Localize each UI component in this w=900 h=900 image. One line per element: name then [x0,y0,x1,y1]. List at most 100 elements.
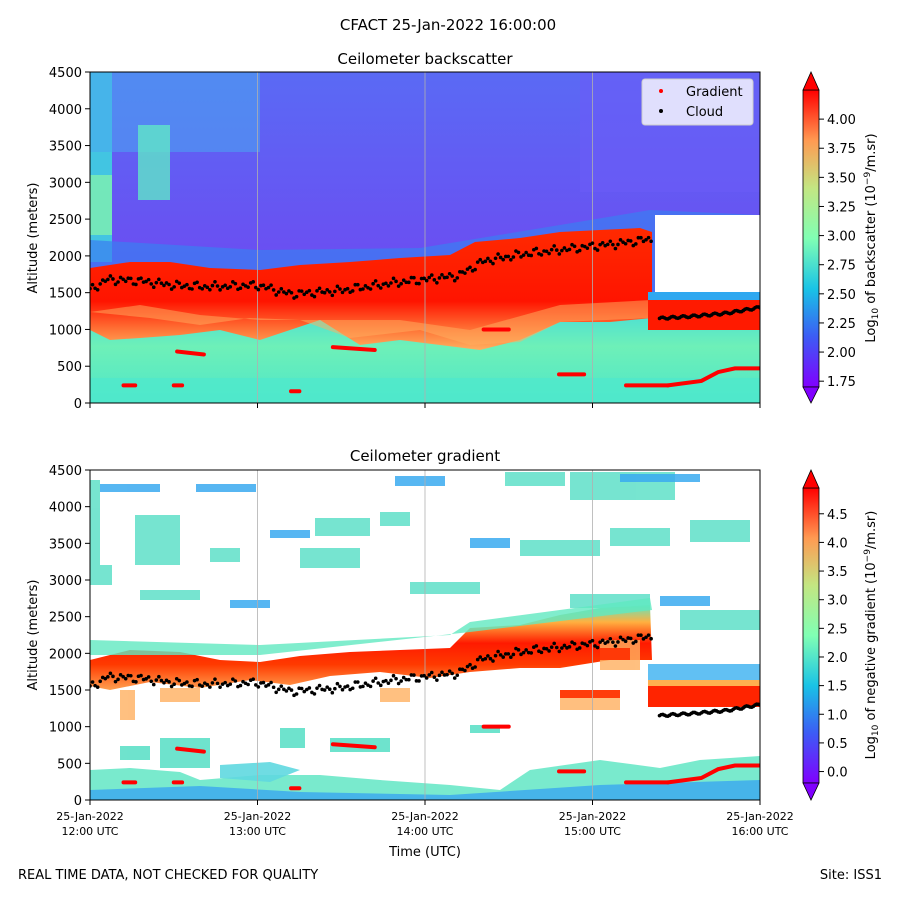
y-tick-label: 2000 [49,250,82,265]
cloud-marker [458,667,462,672]
cloud-marker [401,278,406,283]
backscatter-heatmap [90,72,760,403]
cloud-marker [498,255,503,260]
cloud-marker [231,280,235,284]
cloud-marker [409,673,414,677]
y-tick-label: 0 [74,397,82,412]
y-tick-label: 500 [57,757,82,772]
cloud-marker [646,633,651,637]
cloud-marker [208,685,212,689]
cloud-marker [246,682,250,687]
y-tick-label: 500 [57,360,82,375]
cloud-marker [435,678,439,682]
cloud-marker [144,279,148,284]
cloud-marker [394,279,398,284]
cloud-marker [129,276,133,281]
cloud-marker [231,677,235,681]
cloud-marker [649,636,653,641]
gradient-colorbar-ticks: 0.0 0.5 1.0 1.5 2.0 2.5 3.0 3.5 4.0 4.5 [819,508,848,781]
x-tick-label-time: 16:00 UTC [731,825,788,838]
cloud-marker [294,692,299,696]
cloud-marker [396,284,401,288]
cloud-marker [177,678,182,683]
y-tick-label: 4500 [49,464,82,479]
cloud-marker [432,675,437,680]
gradient-gradient-marks [121,724,760,791]
cloud-marker [424,676,429,680]
cloud-marker [539,253,544,257]
cloud-marker [266,285,271,290]
cloud-marker [190,287,194,291]
cloud-marker [417,281,421,286]
cloud-marker [590,638,595,643]
cloud-marker [549,645,554,649]
cloud-marker [567,247,572,252]
cloud-marker [284,689,289,693]
cloud-marker [613,644,618,648]
cloud-marker [322,290,327,295]
cloud-marker [327,290,332,294]
colorbar-tick-label: 1.5 [827,680,848,695]
colorbar-tick-label: 2.25 [827,317,856,332]
site-label: Site: ISS1 [819,868,882,883]
cloud-marker [529,651,534,655]
figure-title: CFACT 25-Jan-2022 16:00:00 [340,16,556,34]
cloud-marker [195,677,199,682]
y-tick-label: 2500 [49,213,82,228]
gradient-marker-segment [665,763,760,785]
cloud-marker [284,291,289,296]
cloud-marker [618,238,623,242]
y-tick-label: 2000 [49,647,82,662]
backscatter-title: Ceilometer backscatter [337,50,513,68]
cloud-marker [646,235,651,240]
cloud-marker [516,648,521,652]
cloud-marker [129,673,133,678]
cloud-marker [218,288,222,292]
cloud-marker [335,284,340,289]
x-tick-label-date: 25-Jan-2022 [56,810,124,823]
colorbar-tick-label: 3.75 [827,142,856,157]
x-tick-label-time: 14:00 UTC [396,825,453,838]
cloud-marker [111,277,115,281]
cloud-marker [585,643,590,648]
cloud-marker [486,654,490,658]
cloud-marker [399,679,403,683]
cloud-marker [478,257,483,262]
backscatter-panel: Ceilometer backscatter [26,50,881,412]
y-tick-label: 4000 [49,501,82,516]
cloud-marker [103,676,108,681]
cloud-marker [345,684,350,688]
cloud-marker [547,649,551,653]
cloud-marker [274,293,278,297]
cloud-marker [90,680,95,684]
cloud-marker [628,239,633,243]
cloud-marker [488,656,493,661]
cloud-marker [424,278,429,283]
y-tick-label: 3500 [49,537,82,552]
cloud-marker [616,640,620,644]
cloud-marker [465,664,470,669]
cloud-marker [146,675,151,679]
gradient-title: Ceilometer gradient [350,447,500,465]
cloud-marker [463,668,467,673]
cloud-marker [98,679,103,684]
cloud-marker [572,641,577,646]
cloud-marker [238,683,243,688]
cloud-marker [605,640,610,644]
cloud-marker [294,294,299,299]
cloud-marker [302,689,307,694]
cloud-marker [111,674,115,679]
cloud-marker [361,684,365,689]
cloud-marker [399,281,403,286]
cloud-marker [282,687,286,692]
cloud-marker [106,277,110,282]
cloud-marker [154,280,159,285]
cloud-marker [384,678,388,683]
cloud-marker [595,248,600,252]
cloud-marker [185,282,189,287]
cloud-marker [208,287,212,292]
cloud-marker [509,655,513,660]
cloud-marker [113,679,118,684]
cloud-marker [325,685,330,689]
y-tick-label: 0 [74,794,82,809]
